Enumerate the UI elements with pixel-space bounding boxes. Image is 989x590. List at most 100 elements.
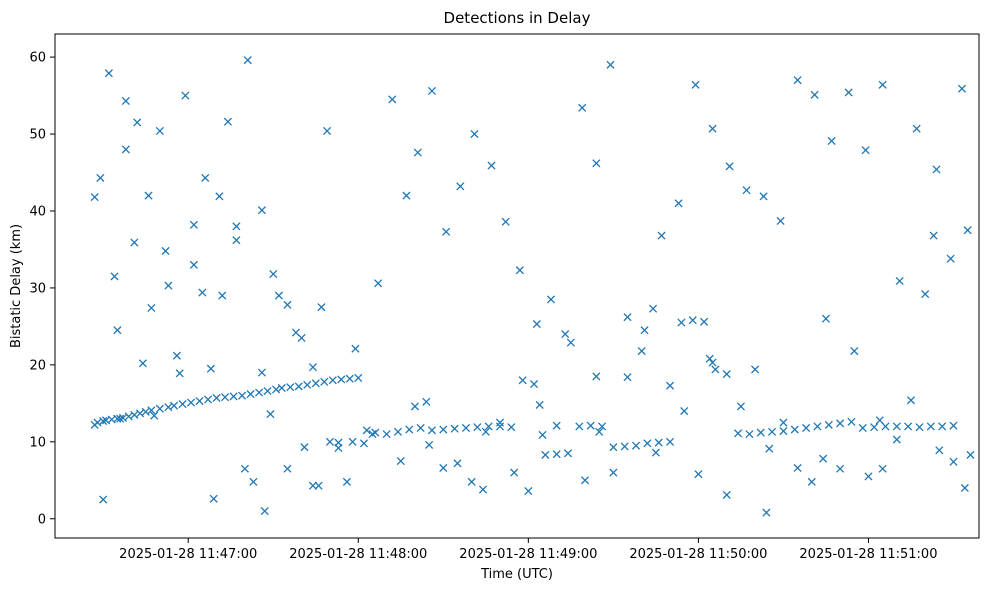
data-point bbox=[912, 124, 921, 133]
data-point bbox=[790, 425, 799, 434]
data-point bbox=[821, 314, 831, 323]
data-point bbox=[779, 418, 788, 427]
data-point bbox=[595, 427, 604, 436]
data-point bbox=[135, 409, 145, 418]
data-point bbox=[734, 429, 743, 438]
data-point bbox=[597, 422, 607, 431]
data-point bbox=[388, 95, 397, 104]
data-point bbox=[665, 381, 675, 390]
data-point bbox=[249, 477, 258, 486]
data-point bbox=[793, 76, 802, 85]
data-point bbox=[847, 417, 856, 426]
data-point bbox=[892, 422, 901, 431]
data-point bbox=[711, 365, 720, 374]
data-point bbox=[824, 420, 833, 429]
data-point bbox=[623, 373, 632, 382]
data-point bbox=[708, 124, 717, 133]
data-point bbox=[736, 402, 745, 411]
data-point bbox=[209, 494, 218, 503]
data-point bbox=[708, 358, 717, 367]
data-point bbox=[425, 440, 434, 449]
data-point bbox=[518, 376, 527, 385]
data-point bbox=[677, 318, 686, 327]
data-point bbox=[186, 398, 196, 407]
data-point bbox=[807, 477, 816, 486]
data-point bbox=[141, 407, 150, 416]
data-point bbox=[121, 96, 130, 106]
data-point bbox=[243, 56, 252, 65]
data-point bbox=[538, 430, 547, 439]
data-point bbox=[257, 206, 266, 215]
data-point bbox=[810, 90, 819, 99]
data-point bbox=[195, 396, 204, 406]
data-point bbox=[906, 396, 916, 405]
data-point bbox=[722, 490, 731, 499]
data-point bbox=[359, 439, 369, 448]
data-point bbox=[507, 423, 516, 432]
data-point bbox=[793, 463, 802, 473]
data-point bbox=[688, 316, 697, 325]
data-point bbox=[467, 477, 476, 486]
data-point bbox=[926, 422, 935, 431]
data-point bbox=[592, 372, 601, 381]
data-point bbox=[439, 425, 448, 434]
data-point bbox=[592, 159, 601, 168]
data-point bbox=[90, 193, 99, 202]
data-point bbox=[870, 423, 879, 432]
data-point bbox=[651, 448, 660, 457]
data-point bbox=[478, 485, 488, 494]
data-point bbox=[362, 426, 371, 435]
data-point bbox=[510, 468, 519, 477]
data-point bbox=[691, 80, 700, 89]
data-point bbox=[515, 266, 524, 275]
data-point bbox=[93, 418, 102, 427]
data-point bbox=[700, 317, 709, 326]
data-point bbox=[836, 464, 845, 473]
data-point bbox=[203, 395, 213, 404]
data-point bbox=[164, 281, 173, 290]
data-point bbox=[535, 400, 544, 409]
data-point bbox=[396, 456, 405, 466]
data-point bbox=[232, 236, 241, 245]
data-point bbox=[566, 338, 575, 347]
data-point bbox=[762, 508, 771, 517]
data-point bbox=[648, 304, 658, 313]
data-point bbox=[960, 483, 969, 493]
data-point bbox=[291, 328, 300, 337]
data-point bbox=[266, 410, 275, 419]
data-point bbox=[354, 373, 363, 383]
data-point bbox=[201, 173, 210, 182]
data-point bbox=[705, 354, 714, 363]
data-point bbox=[96, 173, 105, 182]
data-point bbox=[393, 427, 403, 436]
data-point bbox=[836, 419, 845, 428]
data-point bbox=[694, 470, 703, 479]
data-point bbox=[422, 397, 431, 406]
data-point bbox=[334, 443, 343, 453]
data-point bbox=[317, 303, 326, 312]
y-tick-label: 30 bbox=[29, 281, 46, 296]
data-point bbox=[819, 454, 828, 463]
data-point bbox=[640, 326, 649, 335]
data-point bbox=[240, 464, 249, 473]
data-point bbox=[130, 238, 139, 247]
data-point bbox=[765, 444, 774, 453]
x-axis: 2025-01-28 11:47:00 2025-01-28 11:48:00 20… bbox=[119, 538, 937, 562]
data-point bbox=[118, 413, 128, 423]
data-point bbox=[751, 365, 760, 374]
data-point bbox=[189, 220, 198, 229]
data-points bbox=[90, 56, 975, 517]
data-point bbox=[181, 91, 190, 100]
data-point bbox=[484, 422, 493, 431]
data-point bbox=[161, 246, 170, 256]
data-point bbox=[631, 441, 641, 450]
data-point bbox=[904, 422, 913, 431]
data-point bbox=[348, 437, 357, 446]
y-tick-label: 40 bbox=[29, 204, 46, 219]
data-point bbox=[155, 404, 164, 413]
data-point bbox=[172, 351, 181, 360]
data-point bbox=[487, 161, 496, 170]
data-point bbox=[175, 369, 184, 378]
data-point bbox=[323, 126, 332, 136]
data-point bbox=[263, 386, 272, 396]
